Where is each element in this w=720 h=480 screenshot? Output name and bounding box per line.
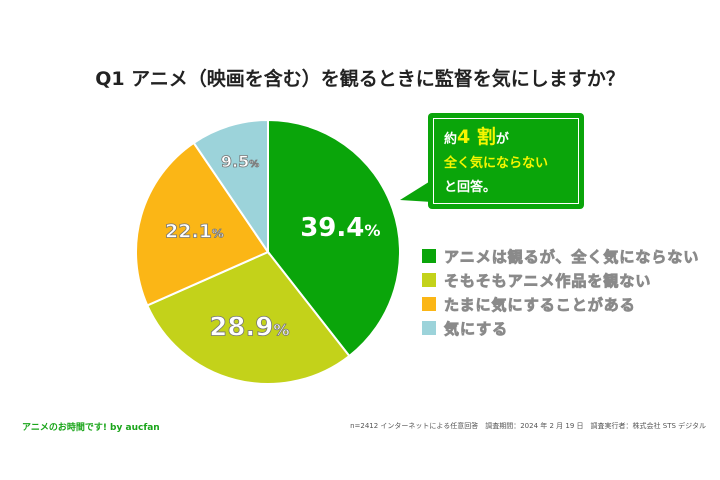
callout-line3: と回答。	[444, 180, 497, 195]
legend-item: たまに気にすることがある	[422, 292, 699, 316]
callout-line2: 全く気にならない	[444, 156, 549, 171]
callout-box: 約4 割が 全く気にならない と回答。	[428, 113, 584, 209]
callout-pointer	[400, 180, 432, 202]
pie-slice	[135, 141, 270, 307]
legend: アニメは観るが、全く気にならない そもそもアニメ作品を観ない たまに気にすること…	[422, 244, 699, 340]
slice-label: 39.4%	[300, 213, 380, 243]
callout-highlight: 4 割	[457, 126, 496, 148]
chart-title: Q1 アニメ（映画を含む）を観るときに監督を気にしますか？	[95, 68, 625, 90]
legend-label: たまに気にすることがある	[444, 295, 636, 314]
legend-swatch	[422, 321, 436, 335]
legend-swatch	[422, 297, 436, 311]
legend-label: そもそもアニメ作品を観ない	[444, 271, 652, 290]
survey-note: n=2412 インターネットによる任意回答 調査期間：2024 年 2 月 19…	[350, 422, 706, 430]
legend-label: アニメは観るが、全く気にならない	[444, 247, 700, 266]
legend-item: 気にする	[422, 316, 699, 340]
callout-prefix: 約	[444, 132, 458, 147]
legend-swatch	[422, 273, 436, 287]
pie-slice	[267, 118, 401, 358]
pie-slice	[192, 118, 269, 256]
slice-label: 22.1%	[165, 221, 224, 243]
brand-footer: アニメのお時間です! by aucfan	[22, 423, 160, 433]
legend-swatch	[422, 249, 436, 263]
callout-suffix: が	[495, 132, 509, 147]
pie-slice	[145, 250, 351, 385]
legend-item: そもそもアニメ作品を観ない	[422, 268, 699, 292]
legend-label: 気にする	[444, 319, 509, 338]
legend-item: アニメは観るが、全く気にならない	[422, 244, 699, 268]
